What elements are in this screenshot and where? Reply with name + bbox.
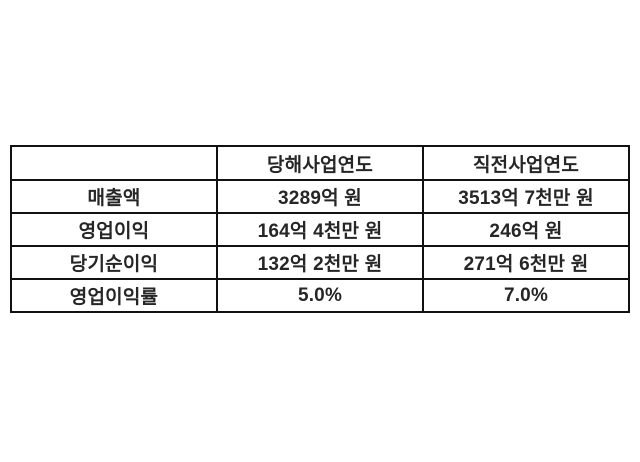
table-row-operating-margin: 영업이익률 5.0% 7.0% bbox=[10, 278, 630, 313]
value-cell-net-income-current: 132억 2천만 원 bbox=[216, 245, 424, 280]
value-cell-operating-margin-current: 5.0% bbox=[216, 278, 424, 313]
row-label-operating-margin: 영업이익률 bbox=[10, 278, 218, 313]
row-label-net-income: 당기순이익 bbox=[10, 245, 218, 280]
table-header-row: 당해사업연도 직전사업연도 bbox=[10, 145, 630, 181]
table-row-revenue: 매출액 3289억 원 3513억 7천만 원 bbox=[10, 179, 630, 214]
header-cell-current-fiscal-year: 당해사업연도 bbox=[216, 145, 424, 181]
value-cell-revenue-previous: 3513억 7천만 원 bbox=[422, 179, 630, 214]
value-cell-operating-profit-previous: 246억 원 bbox=[422, 212, 630, 247]
value-cell-net-income-previous: 271억 6천만 원 bbox=[422, 245, 630, 280]
table-row-operating-profit: 영업이익 164억 4천만 원 246억 원 bbox=[10, 212, 630, 247]
row-label-revenue: 매출액 bbox=[10, 179, 218, 214]
value-cell-operating-profit-current: 164억 4천만 원 bbox=[216, 212, 424, 247]
value-cell-revenue-current: 3289억 원 bbox=[216, 179, 424, 214]
table-row-net-income: 당기순이익 132억 2천만 원 271억 6천만 원 bbox=[10, 245, 630, 280]
header-cell-previous-fiscal-year: 직전사업연도 bbox=[422, 145, 630, 181]
financial-comparison-table: 당해사업연도 직전사업연도 매출액 3289억 원 3513억 7천만 원 영업… bbox=[10, 145, 630, 313]
row-label-operating-profit: 영업이익 bbox=[10, 212, 218, 247]
header-cell-empty bbox=[10, 145, 218, 181]
value-cell-operating-margin-previous: 7.0% bbox=[422, 278, 630, 313]
